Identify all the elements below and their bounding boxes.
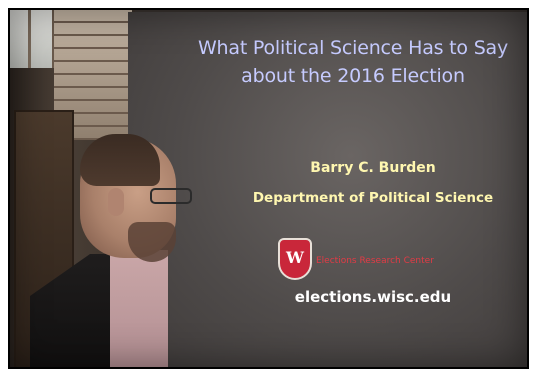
center-name: Elections Research Center <box>316 256 434 266</box>
slide-title-line-1: What Political Science Has to Say <box>197 37 509 59</box>
speaker-shirt <box>110 250 168 367</box>
presenter-name: Barry C. Burden <box>310 160 436 176</box>
projected-slide: What Political Science Has to Say about … <box>128 12 527 367</box>
window <box>10 10 55 68</box>
crest-letter: W <box>286 248 304 267</box>
slide-title-line-2: about the 2016 Election <box>241 65 465 87</box>
presenter-department: Department of Political Science <box>252 190 494 206</box>
speaker-beard <box>128 222 176 262</box>
slide-url: elections.wisc.edu <box>294 288 452 306</box>
window-mullion <box>28 10 31 68</box>
speaker-hair <box>80 134 160 186</box>
speaker-ear <box>108 188 124 216</box>
slide-title: What Political Science Has to Say about … <box>168 34 527 90</box>
glasses-icon <box>150 188 192 204</box>
photograph: What Political Science Has to Say about … <box>8 8 529 369</box>
university-crest-icon: W <box>278 238 312 280</box>
